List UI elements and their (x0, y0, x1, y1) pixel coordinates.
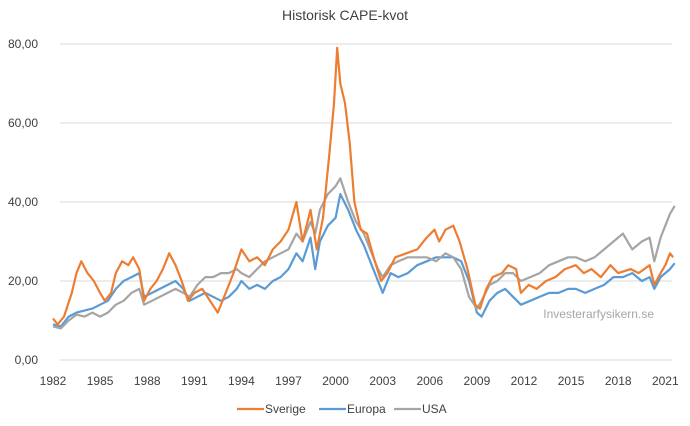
x-tick-label: 1982 (40, 374, 67, 388)
x-tick-label: 2021 (652, 374, 679, 388)
y-tick-label: 20,00 (8, 274, 38, 288)
series-lines (52, 46, 676, 330)
x-tick-label: 2018 (605, 374, 632, 388)
y-tick-label: 80,00 (8, 37, 38, 51)
y-tick-label: 60,00 (8, 116, 38, 130)
legend-item-europa: Europa (319, 402, 386, 416)
x-tick-label: 1991 (181, 374, 208, 388)
x-tick-label: 2015 (558, 374, 585, 388)
series-line-usa (52, 177, 676, 330)
legend-label: USA (422, 402, 447, 416)
series-line-europa (52, 193, 676, 328)
x-tick-label: 1997 (275, 374, 302, 388)
x-tick-label: 2012 (511, 374, 538, 388)
x-tick-label: 1994 (228, 374, 255, 388)
legend: Sverige Europa USA (237, 402, 447, 416)
legend-label: Sverige (265, 402, 306, 416)
x-tick-label: 2003 (369, 374, 396, 388)
chart-title: Historisk CAPE-kvot (282, 7, 408, 23)
watermark-annotation: Investerarfysikern.se (543, 307, 654, 321)
x-tick-label: 2006 (416, 374, 443, 388)
x-axis-ticks: 1982 1985 1988 1991 1994 1997 2000 2003 2006 2009… (40, 374, 679, 388)
y-tick-label: 40,00 (8, 195, 38, 209)
x-tick-label: 1985 (87, 374, 114, 388)
legend-item-usa: USA (394, 402, 447, 416)
x-tick-label: 1988 (134, 374, 161, 388)
series-line-sverige (52, 46, 674, 326)
legend-item-sverige: Sverige (237, 402, 306, 416)
y-tick-label: 0,00 (15, 353, 39, 367)
x-tick-label: 2000 (322, 374, 349, 388)
gridlines (60, 43, 672, 361)
y-axis-ticks: 0,00 20,00 40,00 60,00 80,00 (8, 37, 38, 367)
x-tick-label: 2009 (464, 374, 491, 388)
legend-label: Europa (347, 402, 386, 416)
